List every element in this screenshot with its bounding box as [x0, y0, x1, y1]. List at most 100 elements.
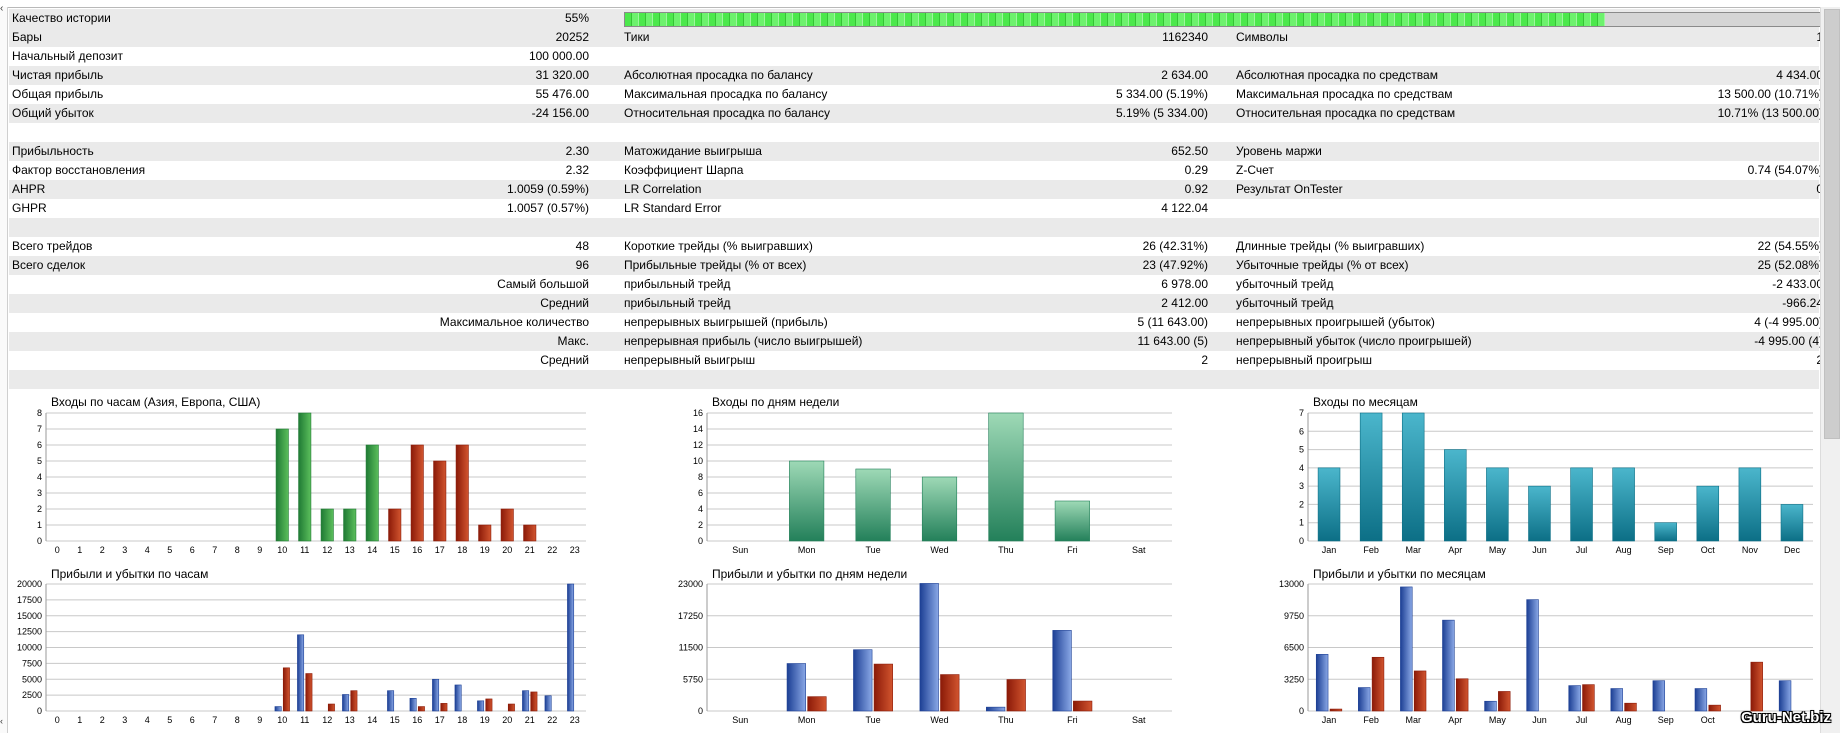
profit-bar-13 [342, 694, 350, 712]
y-tick-label: 4 [37, 472, 42, 482]
report-label-3: Максимальная просадка по средствам [1236, 87, 1453, 101]
scrollbar-thumb[interactable] [1824, 9, 1840, 439]
x-tick-label: Fri [1067, 715, 1078, 725]
watermark-logo: Guru-Net.biz [1741, 709, 1831, 726]
x-tick-label: 16 [412, 715, 422, 725]
x-tick-label: Mon [798, 545, 816, 555]
x-tick-label: 11 [300, 545, 309, 555]
report-value-1: 20252 [555, 30, 589, 44]
x-tick-label: Feb [1363, 545, 1379, 555]
report-value-3: 4 434.00 [1776, 68, 1823, 82]
y-tick-label: 2500 [22, 690, 42, 700]
y-tick-label: 6 [698, 488, 703, 498]
x-tick-label: 9 [257, 545, 262, 555]
loss-bar-21 [530, 691, 538, 712]
profit-bar-Jul [1568, 685, 1581, 712]
report-row: Бары 20252 Тики 1162340 Символы1 [9, 28, 1823, 47]
y-tick-label: 23000 [678, 579, 703, 589]
x-tick-label: 10 [277, 715, 287, 725]
chart-3: Прибыли и убытки по часам 0 2500 5000 7500 10… [11, 567, 591, 733]
x-tick-label: 20 [502, 715, 512, 725]
report-row [9, 218, 1819, 237]
report-value-2 [609, 218, 1208, 237]
report-label-3: Символы [1236, 30, 1288, 44]
x-tick-label: 2 [100, 545, 105, 555]
report-row: Средний непрерывный выигрыш 2 непрерывный п… [9, 351, 1823, 370]
y-tick-label: 10 [693, 456, 703, 466]
bar-Fri [1054, 500, 1090, 542]
report-label-2: Матожидание выигрыша [624, 144, 762, 158]
report-label-2: Прибыльные трейды (% от всех) [624, 258, 807, 272]
chart-0: Входы по часам (Азия, Европа, США) 0 1 2 3 4 5… [11, 395, 591, 561]
report-value-3: -4 995.00 (4) [1754, 334, 1823, 348]
top-border [0, 0, 1840, 8]
left-panel-edge[interactable] [0, 7, 8, 733]
report-value-3 [1229, 370, 1823, 389]
report-label-3: убыточный трейд [1236, 296, 1334, 310]
report-label-3: убыточный трейд [1236, 277, 1334, 291]
x-tick-label: Aug [1616, 545, 1632, 555]
report-value-1: 55% [564, 11, 589, 25]
vertical-scrollbar[interactable] [1820, 7, 1840, 733]
report-label-1: Всего сделок [12, 258, 86, 272]
report-value-1: Самый большой [497, 277, 589, 291]
y-tick-label: 20000 [17, 579, 42, 589]
report-label-3: Убыточные трейды (% от всех) [1236, 258, 1409, 272]
profit-bar-23 [567, 583, 575, 712]
x-tick-label: Sat [1132, 545, 1146, 555]
x-tick-label: Wed [930, 715, 948, 725]
x-tick-label: Jul [1576, 545, 1588, 555]
profit-bar-18 [454, 684, 462, 712]
x-tick-label: 6 [190, 545, 195, 555]
loss-bar-12 [327, 703, 335, 712]
report-label-2: непрерывных выигрышей (прибыль) [624, 315, 828, 329]
collapse-arrow-icon[interactable]: ‹ [0, 3, 4, 14]
x-tick-label: Mar [1405, 715, 1421, 725]
report-row: Прибыльность 2.30 Матожидание выигрыша 652.… [9, 142, 1819, 161]
x-tick-label: 18 [457, 545, 467, 555]
report-value-2: 2 412.00 [1161, 296, 1208, 310]
x-tick-label: Sep [1658, 545, 1674, 555]
bar-Sep [1654, 522, 1677, 542]
report-value-3: 2 [1229, 351, 1823, 370]
y-tick-label: 7 [1299, 408, 1304, 418]
y-tick-label: 6500 [1284, 643, 1304, 653]
bar-Thu [988, 412, 1024, 542]
x-tick-label: 9 [257, 715, 262, 725]
report-value-2: 5 334.00 (5.19%) [1115, 87, 1208, 101]
report-label-3: Уровень маржи [1236, 144, 1322, 158]
report-value-3: 22 (54.55%) [1757, 239, 1823, 253]
report-value-3: 0.74 (54.07%) [1747, 163, 1823, 177]
profit-bar-Tue [853, 649, 873, 712]
x-tick-label: 14 [367, 715, 377, 725]
report-row: Макс. непрерывная прибыль (число выигрыше… [9, 332, 1823, 351]
report-value-3: 13 500.00 (10.71%) [1717, 87, 1823, 101]
profit-bar-Fri [1052, 630, 1072, 712]
report-label-2: Коэффициент Шарпа [624, 163, 744, 177]
x-tick-label: 8 [235, 545, 240, 555]
loss-bar-20 [507, 703, 515, 712]
report-value-1: 48 [575, 239, 589, 253]
y-tick-label: 8 [37, 408, 42, 418]
history-quality-bar [624, 12, 1821, 27]
chart-title: Входы по часам (Азия, Европа, США) [51, 395, 261, 409]
report-row: Максимальное количество непрерывных выигр… [9, 313, 1823, 332]
report-label-1: Бары [12, 30, 42, 44]
report-value-3: 25 (52.08%) [1757, 258, 1823, 272]
profit-bar-16 [409, 698, 417, 712]
report-label-2: Максимальная просадка по балансу [624, 87, 828, 101]
report-row: Фактор восстановления 2.32 Коэффициент Шар… [9, 161, 1823, 180]
x-tick-label: 8 [235, 715, 240, 725]
report-label-1: GHPR [12, 201, 47, 215]
x-tick-label: Mon [798, 715, 816, 725]
x-tick-label: 13 [345, 715, 355, 725]
report-row [9, 123, 1819, 142]
bar-19 [478, 524, 492, 542]
y-tick-label: 9750 [1284, 611, 1304, 621]
y-tick-label: 0 [37, 706, 42, 716]
profit-bar-10 [274, 706, 282, 712]
profit-bar-Aug [1610, 688, 1623, 712]
x-tick-label: 7 [212, 715, 217, 725]
report-label-2: Короткие трейды (% выигравших) [624, 239, 813, 253]
report-label-2: прибыльный трейд [624, 296, 731, 310]
